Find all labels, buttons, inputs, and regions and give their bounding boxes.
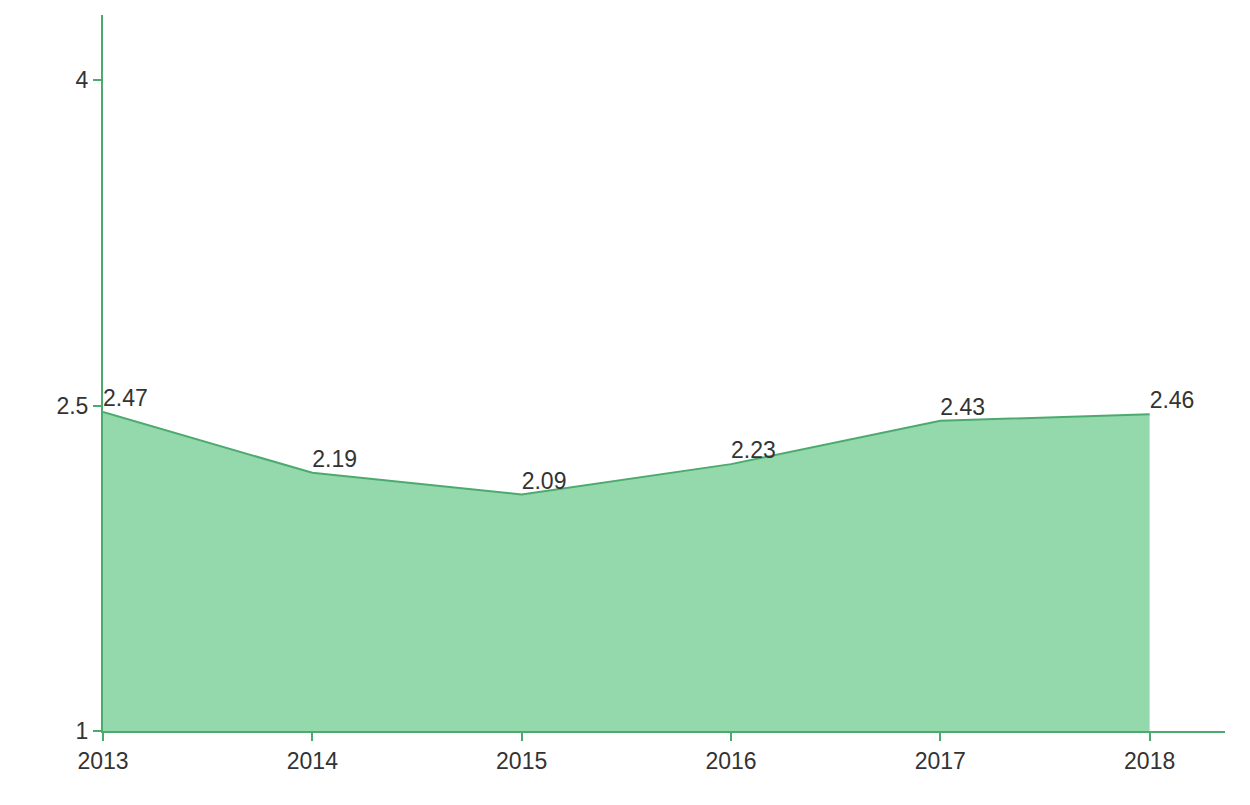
svg-text:2.47: 2.47 bbox=[103, 385, 148, 411]
svg-text:2018: 2018 bbox=[1124, 748, 1175, 774]
svg-text:2.5: 2.5 bbox=[56, 393, 88, 419]
svg-text:2.46: 2.46 bbox=[1150, 387, 1195, 413]
svg-text:2014: 2014 bbox=[287, 748, 338, 774]
svg-text:2.19: 2.19 bbox=[312, 446, 357, 472]
svg-text:1: 1 bbox=[76, 718, 89, 744]
svg-text:2016: 2016 bbox=[705, 748, 756, 774]
svg-text:2.09: 2.09 bbox=[522, 468, 567, 494]
svg-text:2.23: 2.23 bbox=[731, 437, 776, 463]
svg-text:2015: 2015 bbox=[496, 748, 547, 774]
svg-text:2.43: 2.43 bbox=[940, 394, 985, 420]
svg-text:2017: 2017 bbox=[915, 748, 966, 774]
svg-text:4: 4 bbox=[76, 67, 89, 93]
svg-text:2013: 2013 bbox=[77, 748, 128, 774]
